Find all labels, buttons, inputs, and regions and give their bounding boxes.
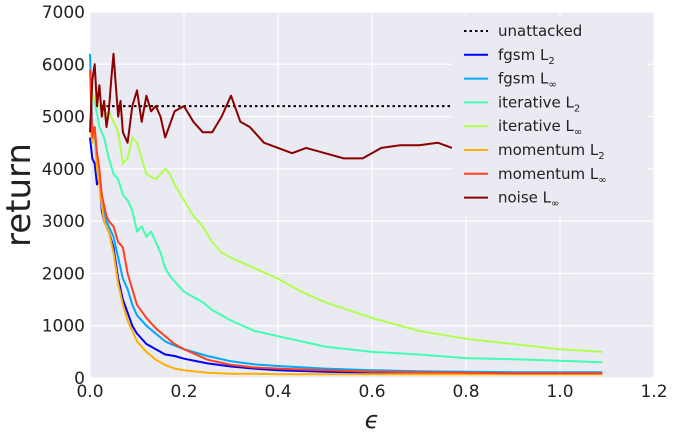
x-tick-label: 0.6 [358, 382, 385, 402]
x-tick-label: 0.4 [264, 382, 291, 402]
legend-label-sub: 2 [548, 56, 554, 67]
x-tick-label: 0.8 [452, 382, 479, 402]
legend-label-sub: ∞ [548, 80, 556, 91]
y-tick-label: 1000 [42, 317, 85, 337]
legend-box [452, 16, 648, 217]
legend-label-2: fgsm L∞ [498, 70, 557, 91]
series-line-5 [89, 121, 603, 376]
legend-label-main: fgsm L [498, 46, 549, 64]
x-tick-labels: 0.0 0.2 0.4 0.6 0.8 1.0 1.2 [76, 382, 667, 402]
legend-label-3: iterative L2 [498, 93, 580, 114]
series-line-4 [89, 84, 603, 353]
series-layer [89, 52, 603, 376]
legend-label-main: fgsm L [498, 70, 549, 88]
x-tick-label: 1.2 [640, 382, 667, 402]
y-tick-label: 4000 [42, 160, 85, 180]
legend-label-5: momentum L2 [498, 141, 605, 162]
y-tick-label: 7000 [42, 3, 85, 23]
x-axis-label: ϵ [365, 406, 380, 434]
x-tick-label: 0.2 [170, 382, 197, 402]
y-tick-label: 3000 [42, 212, 85, 232]
legend-label-sub: ∞ [574, 127, 582, 138]
legend-label-main: unattacked [498, 22, 582, 40]
x-tick-label: 1.0 [546, 382, 573, 402]
y-tick-label: 0 [74, 369, 85, 389]
grid [89, 11, 655, 379]
legend-label-main: noise L [498, 189, 552, 207]
series-line-7 [89, 52, 453, 160]
series-line-6 [89, 69, 603, 375]
legend-label-main: momentum L [498, 165, 599, 183]
legend-label-1: fgsm L2 [498, 46, 555, 67]
y-axis-label: return [0, 143, 39, 247]
x-tick-label: 0.0 [76, 382, 103, 402]
legend-label-0: unattacked [498, 22, 582, 40]
y-tick-label: 6000 [42, 55, 85, 75]
y-tick-label: 2000 [42, 264, 85, 284]
legend-label-main: iterative L [498, 93, 575, 111]
y-tick-labels: 0 1000 2000 3000 4000 5000 6000 7000 [42, 3, 85, 389]
legend-label-main: iterative L [498, 117, 575, 135]
legend-label-sub: 2 [598, 151, 604, 162]
legend-label-6: momentum L∞ [498, 165, 607, 186]
legend-label-sub: ∞ [551, 199, 559, 210]
legend-label-7: noise L∞ [498, 189, 559, 210]
legend-label-4: iterative L∞ [498, 117, 582, 138]
legend-label-sub: 2 [574, 103, 580, 114]
y-tick-label: 5000 [42, 108, 85, 128]
legend-label-main: momentum L [498, 141, 599, 159]
series-line-3 [89, 89, 603, 364]
legend-label-sub: ∞ [598, 175, 606, 186]
